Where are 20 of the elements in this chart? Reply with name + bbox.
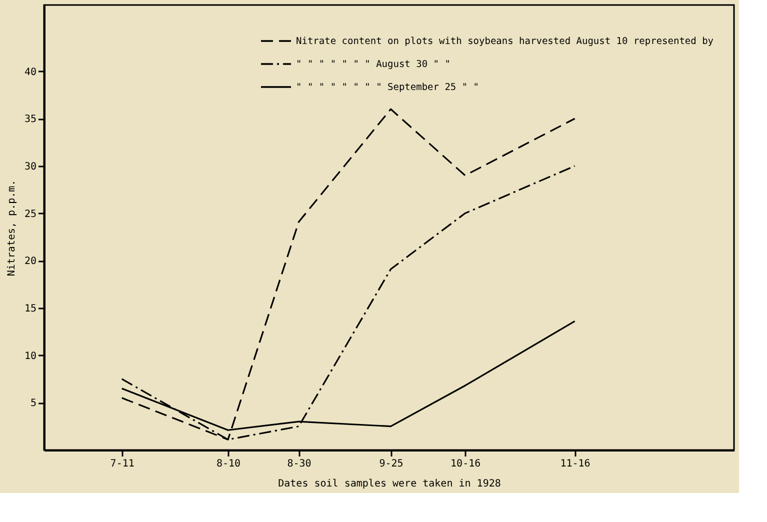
y-axis-title: Nitrates, p.p.m. bbox=[6, 180, 18, 276]
y-tick-label: 20 bbox=[24, 256, 36, 268]
line-series bbox=[121, 108, 576, 440]
y-tick-label: 35 bbox=[24, 114, 36, 126]
x-tick-label: 7-11 bbox=[110, 458, 134, 470]
x-tick-label: 8-10 bbox=[216, 458, 241, 470]
legend-label: " " " " " " " " September 25 " " bbox=[296, 82, 480, 93]
y-tick-label: 40 bbox=[24, 66, 36, 78]
x-tick-label: 10-16 bbox=[450, 458, 481, 470]
y-tick-label: 5 bbox=[30, 398, 36, 410]
x-axis-title: Dates soil samples were taken in 1928 bbox=[278, 478, 501, 490]
y-tick-label: 15 bbox=[24, 303, 36, 314]
y-tick-label: 10 bbox=[24, 350, 36, 362]
y-tick-label: 30 bbox=[24, 161, 36, 172]
legend-label: " " " " " " " August 30 " " bbox=[296, 59, 450, 70]
x-tick-label: 8-30 bbox=[287, 458, 312, 470]
x-tick-label: 11-16 bbox=[560, 458, 590, 470]
x-tick-label: 9-25 bbox=[379, 458, 404, 470]
legend-label: Nitrate content on plots with soybeans harvested August 10 represented by bbox=[296, 36, 714, 47]
y-tick-label: 25 bbox=[24, 208, 36, 220]
